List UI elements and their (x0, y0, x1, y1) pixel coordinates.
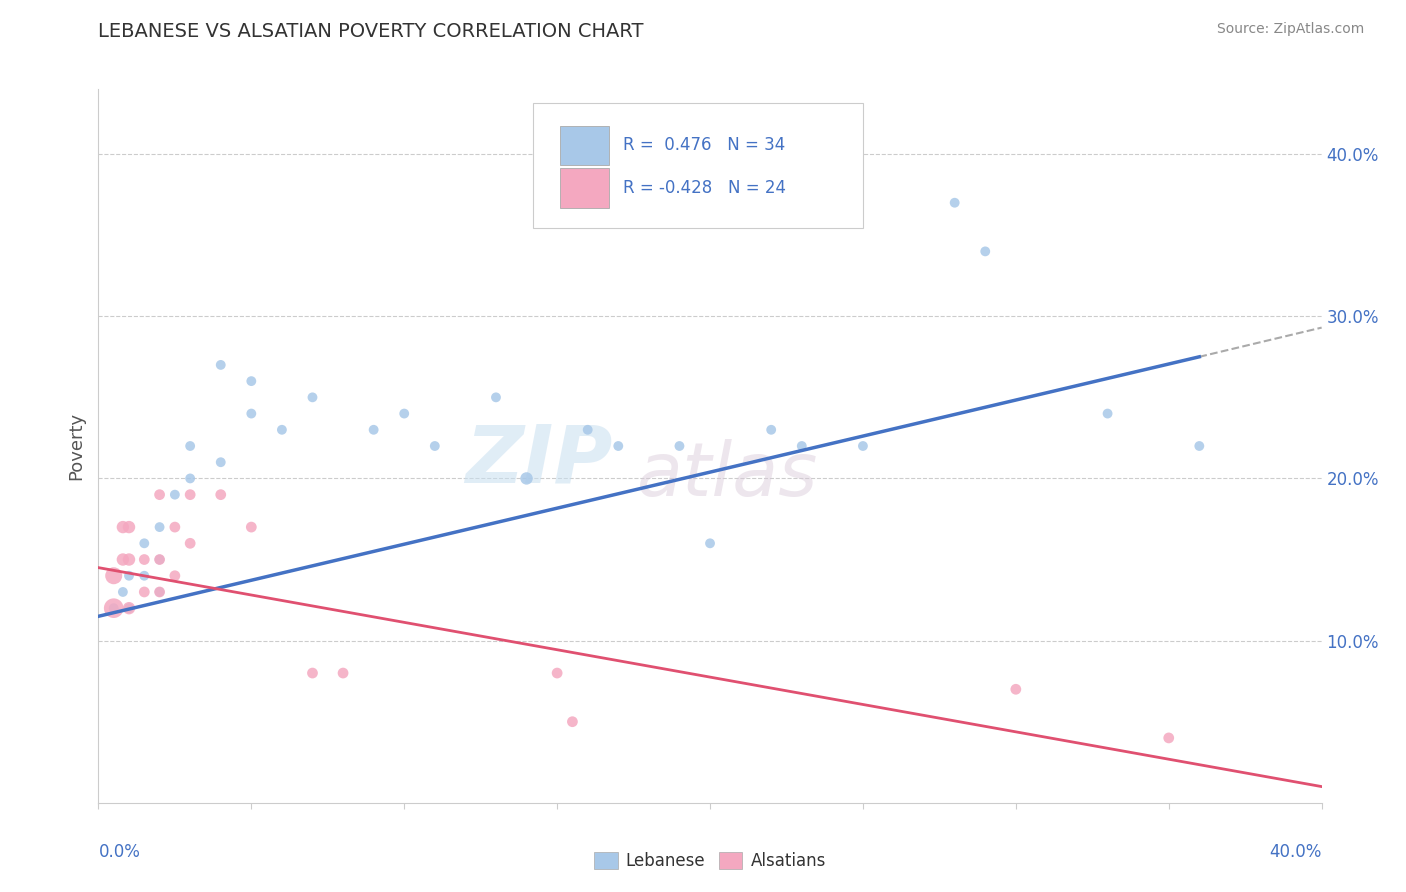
Point (852, 439, 875, 453)
Point (179, 536, 201, 550)
Point (576, 423, 599, 437)
Point (163, 488, 186, 502)
Point (149, 552, 172, 566)
Point (118, 552, 141, 566)
Point (699, 536, 721, 550)
Text: 40.0%: 40.0% (1270, 843, 1322, 861)
Point (974, 244, 997, 259)
Point (103, 568, 125, 582)
Text: atlas: atlas (637, 439, 818, 510)
Point (149, 552, 172, 566)
Bar (560, 126, 609, 165)
Text: LEBANESE VS ALSATIAN POVERTY CORRELATION CHART: LEBANESE VS ALSATIAN POVERTY CORRELATION… (98, 22, 644, 41)
Bar (560, 169, 609, 208)
Point (546, 666, 568, 681)
Point (301, 666, 323, 681)
Text: 0.0%: 0.0% (98, 843, 141, 861)
Point (561, 714, 583, 729)
Text: R = -0.428   N = 24: R = -0.428 N = 24 (623, 178, 786, 196)
Point (332, 666, 354, 681)
Point (1097, 407, 1119, 421)
Point (209, 358, 232, 372)
Point (1188, 439, 1211, 453)
Point (363, 423, 385, 437)
Point (179, 488, 201, 502)
Point (1004, 682, 1026, 697)
FancyBboxPatch shape (533, 103, 863, 228)
Point (301, 390, 323, 404)
Text: R =  0.476   N = 34: R = 0.476 N = 34 (623, 136, 786, 153)
Point (134, 536, 156, 550)
Point (240, 407, 263, 421)
Point (111, 552, 134, 566)
Point (209, 455, 232, 469)
Point (149, 488, 172, 502)
Point (103, 601, 125, 615)
Point (149, 585, 172, 599)
Point (118, 568, 141, 582)
Point (240, 374, 263, 388)
Text: Source: ZipAtlas.com: Source: ZipAtlas.com (1216, 22, 1364, 37)
Point (1157, 731, 1180, 745)
Point (118, 601, 141, 615)
Point (209, 488, 232, 502)
Point (485, 390, 508, 404)
Point (111, 520, 134, 534)
Legend: Lebanese, Alsatians: Lebanese, Alsatians (588, 845, 832, 877)
Point (423, 439, 446, 453)
Point (149, 520, 172, 534)
Point (179, 439, 201, 453)
Point (163, 520, 186, 534)
Point (607, 439, 630, 453)
Point (668, 439, 690, 453)
Point (134, 568, 156, 582)
Text: ZIP: ZIP (465, 421, 612, 500)
Point (163, 568, 186, 582)
Y-axis label: Poverty: Poverty (67, 412, 86, 480)
Point (240, 520, 263, 534)
Point (179, 471, 201, 485)
Point (516, 471, 538, 485)
Point (270, 423, 292, 437)
Point (111, 585, 134, 599)
Point (118, 520, 141, 534)
Point (134, 585, 156, 599)
Point (103, 601, 125, 615)
Point (118, 601, 141, 615)
Point (149, 585, 172, 599)
Point (790, 439, 813, 453)
Point (392, 407, 416, 421)
Point (943, 195, 966, 210)
Point (134, 552, 156, 566)
Point (759, 423, 782, 437)
